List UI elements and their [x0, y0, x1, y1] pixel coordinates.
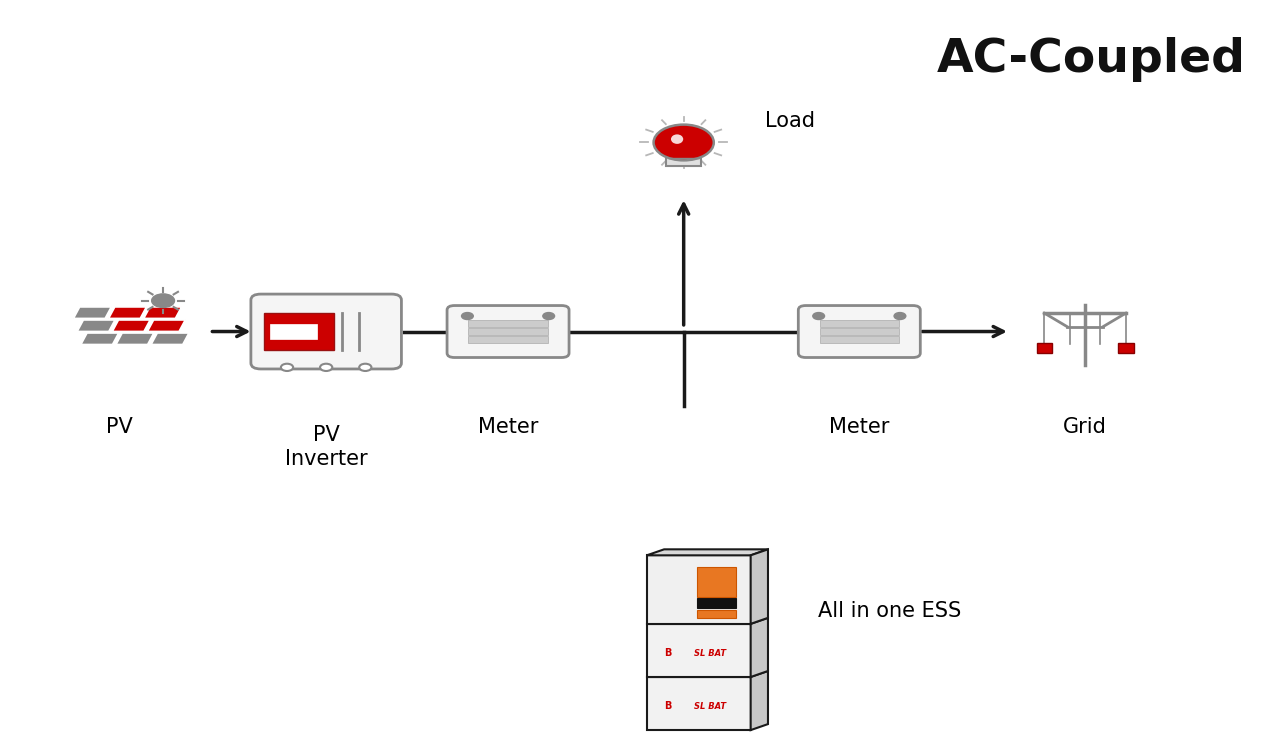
FancyBboxPatch shape [447, 305, 570, 358]
Text: PV
Inverter: PV Inverter [285, 425, 367, 469]
FancyBboxPatch shape [819, 329, 899, 335]
Polygon shape [116, 333, 154, 344]
Polygon shape [646, 618, 768, 624]
Text: Load: Load [765, 111, 815, 130]
Text: Grid: Grid [1064, 417, 1107, 437]
FancyBboxPatch shape [1037, 343, 1052, 352]
Polygon shape [113, 320, 150, 332]
FancyBboxPatch shape [819, 320, 899, 327]
Text: AC-Coupled: AC-Coupled [937, 37, 1245, 82]
Polygon shape [646, 549, 768, 555]
FancyBboxPatch shape [251, 294, 402, 369]
Text: SL BAT: SL BAT [694, 702, 726, 711]
Circle shape [893, 313, 906, 320]
Text: Meter: Meter [829, 417, 890, 437]
Text: SL BAT: SL BAT [694, 649, 726, 658]
Polygon shape [73, 307, 111, 318]
Polygon shape [147, 320, 186, 332]
Polygon shape [646, 671, 768, 677]
Text: PV: PV [106, 417, 133, 437]
Polygon shape [646, 677, 750, 730]
FancyBboxPatch shape [468, 336, 548, 343]
Circle shape [280, 364, 293, 371]
Polygon shape [696, 598, 736, 608]
FancyBboxPatch shape [264, 314, 334, 349]
Polygon shape [750, 549, 768, 624]
Circle shape [462, 313, 474, 320]
Circle shape [151, 294, 174, 308]
Polygon shape [750, 671, 768, 730]
Text: B: B [664, 701, 671, 711]
FancyBboxPatch shape [270, 324, 317, 339]
FancyBboxPatch shape [666, 152, 701, 166]
Polygon shape [81, 333, 119, 344]
FancyBboxPatch shape [819, 336, 899, 343]
Text: Meter: Meter [477, 417, 539, 437]
FancyBboxPatch shape [468, 329, 548, 335]
FancyBboxPatch shape [799, 305, 920, 358]
Polygon shape [646, 624, 750, 677]
Polygon shape [696, 609, 736, 618]
Polygon shape [646, 555, 750, 624]
Circle shape [543, 313, 554, 320]
Polygon shape [143, 307, 182, 318]
Circle shape [320, 364, 333, 371]
Polygon shape [696, 566, 736, 597]
Circle shape [360, 364, 371, 371]
Polygon shape [77, 320, 115, 332]
Text: B: B [664, 648, 671, 658]
FancyBboxPatch shape [1119, 343, 1134, 352]
FancyBboxPatch shape [468, 320, 548, 327]
Ellipse shape [671, 134, 684, 144]
Polygon shape [750, 618, 768, 677]
Circle shape [813, 313, 824, 320]
Polygon shape [109, 307, 146, 318]
Polygon shape [151, 333, 189, 344]
Circle shape [654, 124, 714, 160]
Text: All in one ESS: All in one ESS [818, 601, 961, 621]
